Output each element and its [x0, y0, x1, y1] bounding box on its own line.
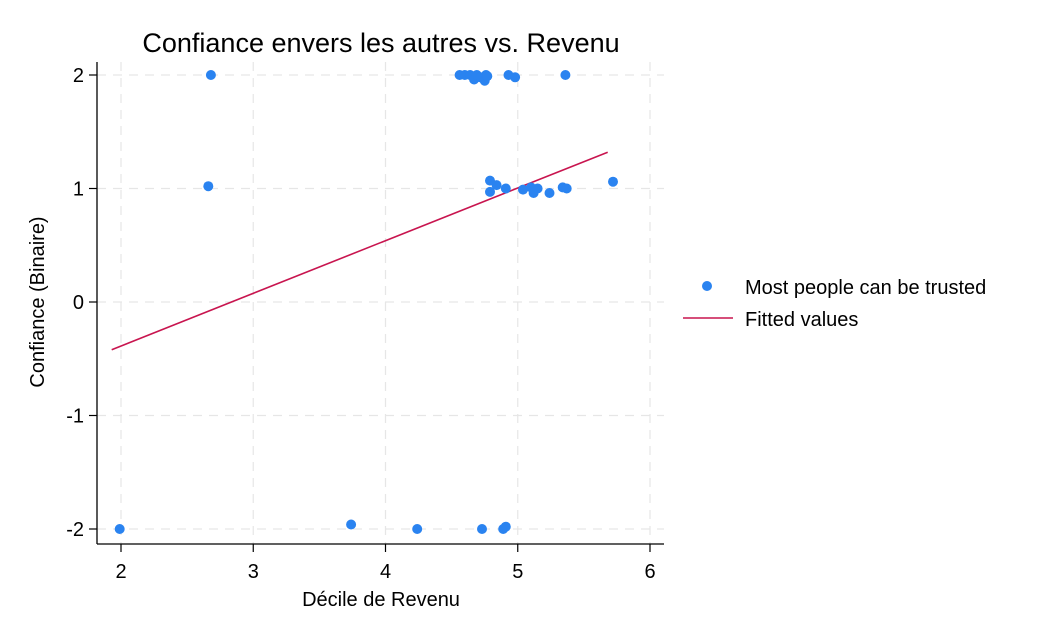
data-point	[203, 181, 214, 192]
data-point	[532, 183, 543, 194]
x-tick-label: 4	[380, 561, 391, 583]
data-point	[561, 183, 572, 194]
scatter-points	[114, 70, 618, 534]
fitted-values-line	[111, 151, 608, 351]
x-tick-label: 5	[512, 561, 523, 583]
data-point	[346, 519, 357, 530]
x-tick-label: 2	[115, 561, 126, 583]
legend-label-line: Fitted values	[745, 309, 858, 331]
data-point	[500, 183, 511, 194]
data-point	[518, 184, 528, 195]
x-axis-label: Décile de Revenu	[302, 589, 460, 611]
data-point	[412, 524, 423, 534]
data-point	[482, 71, 493, 82]
x-tick-label: 6	[644, 561, 655, 583]
grid	[97, 62, 664, 544]
data-point	[485, 186, 495, 197]
y-tick-label: -1	[66, 406, 84, 428]
y-ticks: 2 1 0 -1 -2	[66, 65, 97, 541]
data-point	[114, 524, 125, 534]
y-tick-label: 1	[73, 179, 84, 201]
data-point	[500, 521, 511, 532]
y-tick-label: 2	[73, 65, 84, 87]
data-point	[608, 176, 618, 187]
data-point	[560, 70, 571, 80]
chart-title: Confiance envers les autres vs. Revenu	[142, 28, 619, 58]
fitted-line-layer	[111, 151, 608, 351]
y-tick-label: 0	[73, 292, 84, 314]
data-point	[477, 524, 487, 534]
legend-marker-points	[702, 281, 712, 291]
data-point	[491, 180, 502, 191]
data-point	[544, 188, 555, 198]
data-point	[205, 70, 216, 80]
x-ticks: 2 3 4 5 6	[115, 544, 656, 583]
data-point	[510, 72, 521, 83]
legend: Most people can be trusted Fitted values	[683, 277, 986, 331]
x-tick-label: 3	[248, 561, 259, 583]
y-axis-label: Confiance (Binaire)	[27, 216, 49, 387]
legend-label-points: Most people can be trusted	[745, 277, 986, 299]
y-tick-label: -2	[66, 519, 84, 541]
